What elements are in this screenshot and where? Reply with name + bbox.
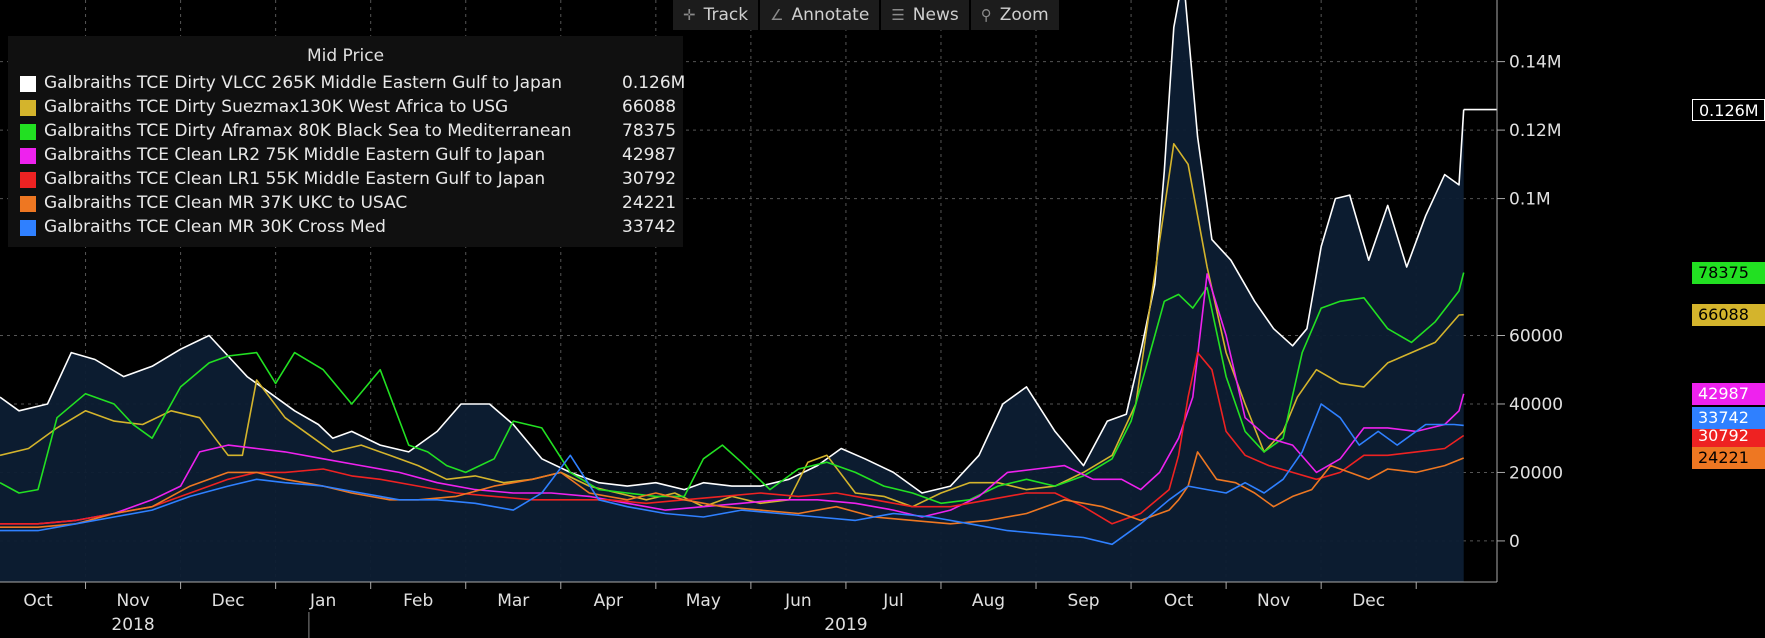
legend-item[interactable]: Galbraiths TCE Dirty Suezmax130K West Af…	[20, 96, 680, 120]
x-tick-label: Nov	[1257, 591, 1290, 611]
legend-item-name: Galbraiths TCE Clean LR1 55K Middle East…	[44, 169, 546, 189]
legend-item[interactable]: Galbraiths TCE Dirty Aframax 80K Black S…	[20, 120, 680, 144]
x-tick-label: Mar	[497, 591, 529, 611]
series-line	[0, 403, 1464, 546]
magnifier-icon: ⚲	[980, 6, 992, 24]
x-tick-label: Sep	[1068, 591, 1100, 611]
area-fills	[0, 0, 1464, 582]
legend-swatch	[20, 196, 36, 212]
last-value-tag: 0.126M	[1692, 98, 1765, 121]
x-tick-label: Dec	[212, 591, 245, 611]
x-tick-label: May	[686, 591, 721, 611]
series-line	[0, 0, 1465, 494]
x-tick-label: Apr	[594, 591, 623, 611]
legend-swatch	[20, 124, 36, 140]
x-tick-label: Feb	[403, 591, 433, 611]
legend-item-value: 30792	[622, 169, 677, 189]
series-line	[0, 451, 1464, 528]
legend-item-name: Galbraiths TCE Clean LR2 75K Middle East…	[44, 145, 546, 165]
y-tick-label: 0.12M	[1509, 121, 1562, 141]
legend-item-value: 33742	[622, 217, 677, 237]
series-area-vlcc	[0, 0, 1464, 582]
x-tick-label: Jul	[882, 591, 904, 611]
series-lines	[0, 0, 1497, 546]
annotate-button[interactable]: ∠ Annotate	[760, 0, 880, 30]
news-label: News	[912, 5, 959, 25]
chart-legend: Mid Price Galbraiths TCE Dirty VLCC 265K…	[8, 36, 685, 247]
legend-item-value: 42987	[622, 145, 677, 165]
x-tick-label: Oct	[1164, 591, 1194, 611]
legend-swatch	[20, 172, 36, 188]
news-icon: ☰	[891, 6, 905, 24]
last-value-tag: 24221	[1692, 446, 1765, 469]
year-label: 2018	[111, 615, 154, 635]
legend-item[interactable]: Galbraiths TCE Clean LR1 55K Middle East…	[20, 168, 680, 192]
chart-axes: 0 20000 40000 60000 0.1M 0.12M 0.14M Oct Nov Dec J…	[0, 0, 1563, 638]
last-value-tag: 30792	[1692, 424, 1765, 447]
legend-item-name: Galbraiths TCE Clean MR 30K Cross Med	[44, 217, 386, 237]
y-tick-label: 40000	[1509, 395, 1563, 415]
series-line	[0, 273, 1465, 525]
y-tick-label: 20000	[1509, 463, 1563, 483]
series-line	[0, 351, 1465, 525]
x-tick-label: Oct	[23, 591, 53, 611]
legend-item-value: 24221	[622, 193, 677, 213]
x-tick-label: Jun	[784, 591, 812, 611]
legend-item[interactable]: Galbraiths TCE Clean MR 30K Cross Med 33…	[20, 216, 680, 240]
series-line	[0, 272, 1465, 505]
series-line	[0, 143, 1464, 508]
annotate-label: Annotate	[791, 5, 870, 25]
last-value-tag: 66088	[1692, 303, 1765, 326]
legend-item-value: 0.126M	[622, 73, 686, 93]
last-value-tag: 42987	[1692, 382, 1765, 405]
legend-swatch	[20, 76, 36, 92]
y-tick-label: 60000	[1509, 327, 1563, 347]
zoom-label: Zoom	[999, 5, 1049, 25]
last-value-tag: 33742	[1692, 406, 1765, 429]
news-button[interactable]: ☰ News	[881, 0, 969, 30]
legend-swatch	[20, 220, 36, 236]
legend-item[interactable]: Galbraiths TCE Clean MR 37K UKC to USAC …	[20, 192, 680, 216]
y-tick-label: 0.14M	[1509, 53, 1562, 73]
track-label: Track	[703, 5, 749, 25]
x-tick-label: Aug	[972, 591, 1005, 611]
y-tick-label: 0	[1509, 532, 1520, 552]
legend-item-name: Galbraiths TCE Clean MR 37K UKC to USAC	[44, 193, 408, 213]
y-tick-label: 0.1M	[1509, 190, 1551, 210]
crosshair-icon: ✛	[683, 6, 696, 24]
x-tick-label: Nov	[116, 591, 149, 611]
zoom-button[interactable]: ⚲ Zoom	[970, 0, 1059, 30]
legend-swatch	[20, 100, 36, 116]
legend-item-name: Galbraiths TCE Dirty Suezmax130K West Af…	[44, 97, 509, 117]
legend-item-name: Galbraiths TCE Dirty Aframax 80K Black S…	[44, 121, 572, 141]
legend-item-value: 66088	[622, 97, 677, 117]
legend-title: Mid Price	[306, 46, 385, 66]
chart-toolbar: ✛ Track ∠ Annotate ☰ News ⚲ Zoom	[673, 0, 1059, 30]
last-value-tag: 78375	[1692, 261, 1765, 284]
x-tick-label: Dec	[1352, 591, 1385, 611]
pencil-icon: ∠	[770, 6, 784, 24]
track-button[interactable]: ✛ Track	[673, 0, 759, 30]
legend-item[interactable]: Galbraiths TCE Clean LR2 75K Middle East…	[20, 144, 680, 168]
legend-swatch	[20, 148, 36, 164]
legend-item-name: Galbraiths TCE Dirty VLCC 265K Middle Ea…	[44, 73, 563, 93]
year-label: 2019	[824, 615, 867, 635]
legend-item-value: 78375	[622, 121, 677, 141]
legend-item[interactable]: Galbraiths TCE Dirty VLCC 265K Middle Ea…	[20, 72, 685, 96]
x-tick-label: Jan	[309, 591, 336, 611]
